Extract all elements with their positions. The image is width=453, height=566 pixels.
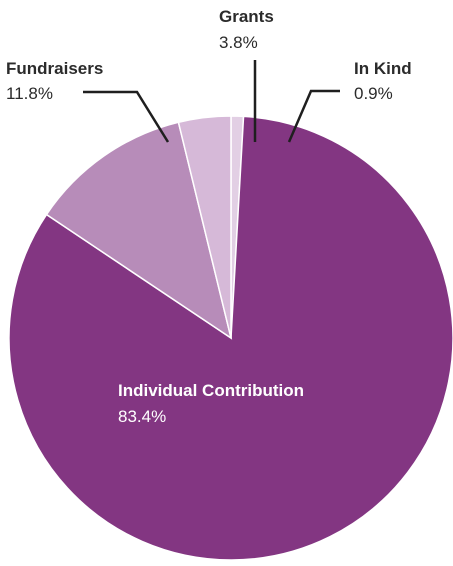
slice-value-individual-contribution: 83.4% [118,407,166,426]
slice-value-grants: 3.8% [219,33,258,52]
leader-line-in-kind [287,89,340,143]
label-individual-contribution: Individual Contribution 83.4% [118,381,304,426]
slice-value-in-kind: 0.9% [354,84,393,103]
label-fundraisers: Fundraisers 11.8% [6,59,103,103]
pie-slice-fundraisers [45,121,233,340]
leader-line-fundraisers [83,90,170,143]
slice-label-individual-contribution: Individual Contribution [118,381,304,400]
pie-slices [8,115,453,561]
slice-label-grants: Grants [219,7,274,26]
slice-label-fundraisers: Fundraisers [6,59,103,78]
label-in-kind: In Kind 0.9% [354,59,412,103]
slice-label-in-kind: In Kind [354,59,412,78]
slice-value-fundraisers: 11.8% [6,84,53,103]
label-grants: Grants 3.8% [219,7,274,52]
pie-slice-grants [177,115,232,339]
